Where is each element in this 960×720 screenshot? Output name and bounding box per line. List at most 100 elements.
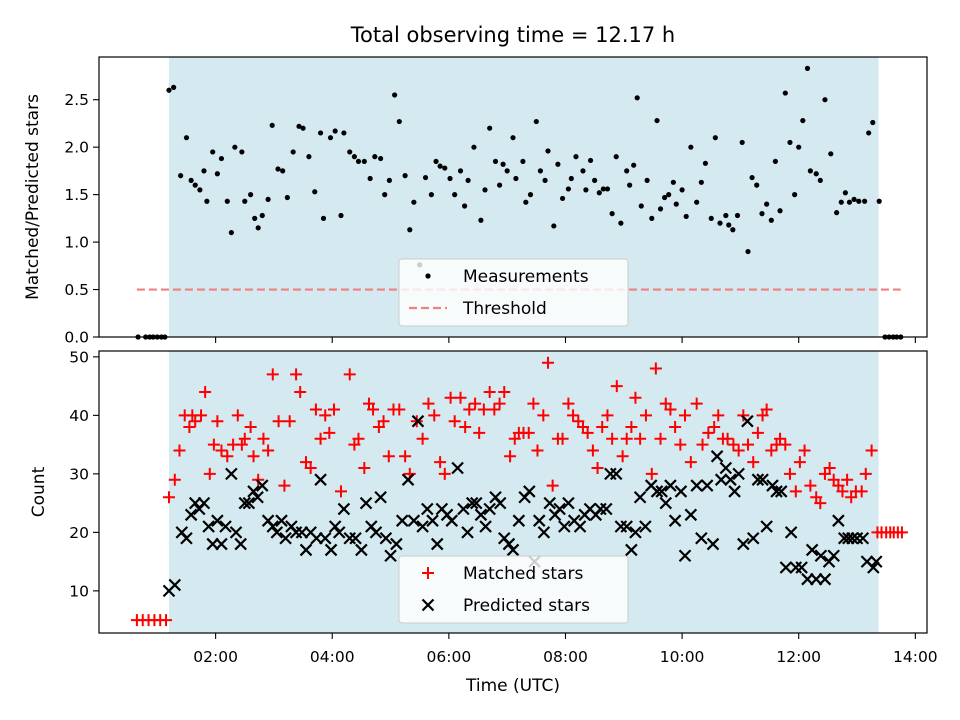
predicted-star-point xyxy=(684,508,698,522)
measurement-point xyxy=(777,208,783,214)
matched-star-point xyxy=(207,438,220,451)
measurement-point xyxy=(306,154,312,160)
measurement-point xyxy=(510,135,516,141)
predicted-star-point xyxy=(832,514,845,527)
measurement-point xyxy=(255,225,261,231)
legend-label: Matched stars xyxy=(463,564,583,584)
matched-star-point xyxy=(674,438,687,451)
measurement-point xyxy=(866,130,872,136)
predicted-star-point xyxy=(795,561,808,574)
matched-star-point xyxy=(855,485,868,498)
matched-star-point xyxy=(591,462,604,475)
predicted-star-point xyxy=(407,514,421,527)
predicted-star-point xyxy=(779,561,793,574)
measurement-point xyxy=(726,222,732,228)
matched-star-point xyxy=(793,456,806,469)
matched-star-point xyxy=(645,467,658,480)
predicted-star-point xyxy=(469,496,483,510)
predicted-star-point xyxy=(818,572,832,586)
measurement-point xyxy=(320,215,327,221)
matched-star-point xyxy=(272,415,285,428)
predicted-star-point xyxy=(746,531,760,545)
predicted-star-point xyxy=(523,485,536,498)
measurement-point xyxy=(723,212,729,219)
y-tick-label: 2.0 xyxy=(64,139,89,157)
matched-star-point xyxy=(737,409,750,422)
predicted-star-point xyxy=(600,502,613,516)
measurement-point xyxy=(478,217,484,223)
measurement-point xyxy=(649,215,655,221)
measurement-point xyxy=(600,186,606,192)
matched-star-point xyxy=(283,415,296,428)
predicted-star-point xyxy=(229,526,243,539)
matched-star-point xyxy=(610,380,623,393)
predicted-star-point xyxy=(724,473,737,486)
predicted-star-point xyxy=(219,520,232,533)
measurement-point xyxy=(834,210,840,216)
predicted-star-point xyxy=(728,485,741,498)
matched-star-point xyxy=(537,409,550,422)
matched-star-point xyxy=(203,467,216,480)
measurement-point xyxy=(851,196,857,202)
matched-star-point xyxy=(469,397,482,410)
predicted-star-point xyxy=(710,450,724,463)
predicted-star-point xyxy=(384,549,397,563)
matched-star-point xyxy=(556,432,569,445)
matched-star-point xyxy=(247,450,260,463)
matched-star-point xyxy=(567,409,580,422)
predicted-star-point xyxy=(483,502,496,516)
predicted-star-point xyxy=(430,537,444,551)
predicted-star-point xyxy=(506,543,520,557)
matched-star-point xyxy=(841,473,854,486)
measurement-point xyxy=(537,168,544,174)
matched-star-point xyxy=(252,473,265,486)
predicted-star-point xyxy=(479,520,492,533)
matched-star-point xyxy=(199,385,212,398)
matched-star-point xyxy=(483,385,496,398)
measurement-point xyxy=(712,135,718,141)
matched-star-point xyxy=(823,462,836,475)
predicted-star-point xyxy=(751,473,765,486)
measurement-point xyxy=(694,199,700,205)
matched-star-point xyxy=(760,403,773,416)
predicted-star-point xyxy=(760,520,773,533)
matched-star-point xyxy=(765,444,778,457)
measurement-point xyxy=(312,189,318,195)
matched-star-point xyxy=(751,426,764,439)
matched-star-point xyxy=(459,421,472,434)
matched-star-point xyxy=(377,415,390,428)
predicted-star-point xyxy=(461,526,474,539)
top-plot-frame xyxy=(98,56,928,338)
predicted-star-point xyxy=(537,526,551,539)
matched-star-point xyxy=(708,421,721,434)
legend-label: Threshold xyxy=(462,299,547,319)
predicted-star-point xyxy=(562,496,575,510)
measurement-point xyxy=(565,186,571,192)
matched-star-point xyxy=(399,450,412,463)
matched-star-point xyxy=(527,397,540,410)
y-tick-label: 0.5 xyxy=(64,281,89,299)
y-tick-label: 2.5 xyxy=(64,91,89,109)
predicted-star-point xyxy=(784,526,798,539)
measurement-point xyxy=(604,186,611,192)
measurement-point xyxy=(183,135,190,141)
predicted-star-point xyxy=(369,526,383,539)
predicted-star-point xyxy=(741,414,754,428)
measurement-point xyxy=(210,149,216,155)
measurement-point xyxy=(442,165,448,171)
measurement-point xyxy=(828,151,834,157)
matched-star-point xyxy=(586,444,599,457)
predicted-star-point xyxy=(625,543,638,557)
predicted-star-point xyxy=(558,520,571,533)
matched-star-point xyxy=(859,467,872,480)
measurement-point xyxy=(745,248,751,255)
predicted-star-point xyxy=(620,520,633,533)
measurement-point xyxy=(361,158,367,165)
predicted-star-point xyxy=(827,549,840,563)
predicted-star-point xyxy=(493,496,507,510)
predicted-star-point xyxy=(324,543,338,557)
measurement-point xyxy=(587,157,594,164)
matched-star-point xyxy=(747,456,760,469)
measurement-point xyxy=(471,144,477,150)
